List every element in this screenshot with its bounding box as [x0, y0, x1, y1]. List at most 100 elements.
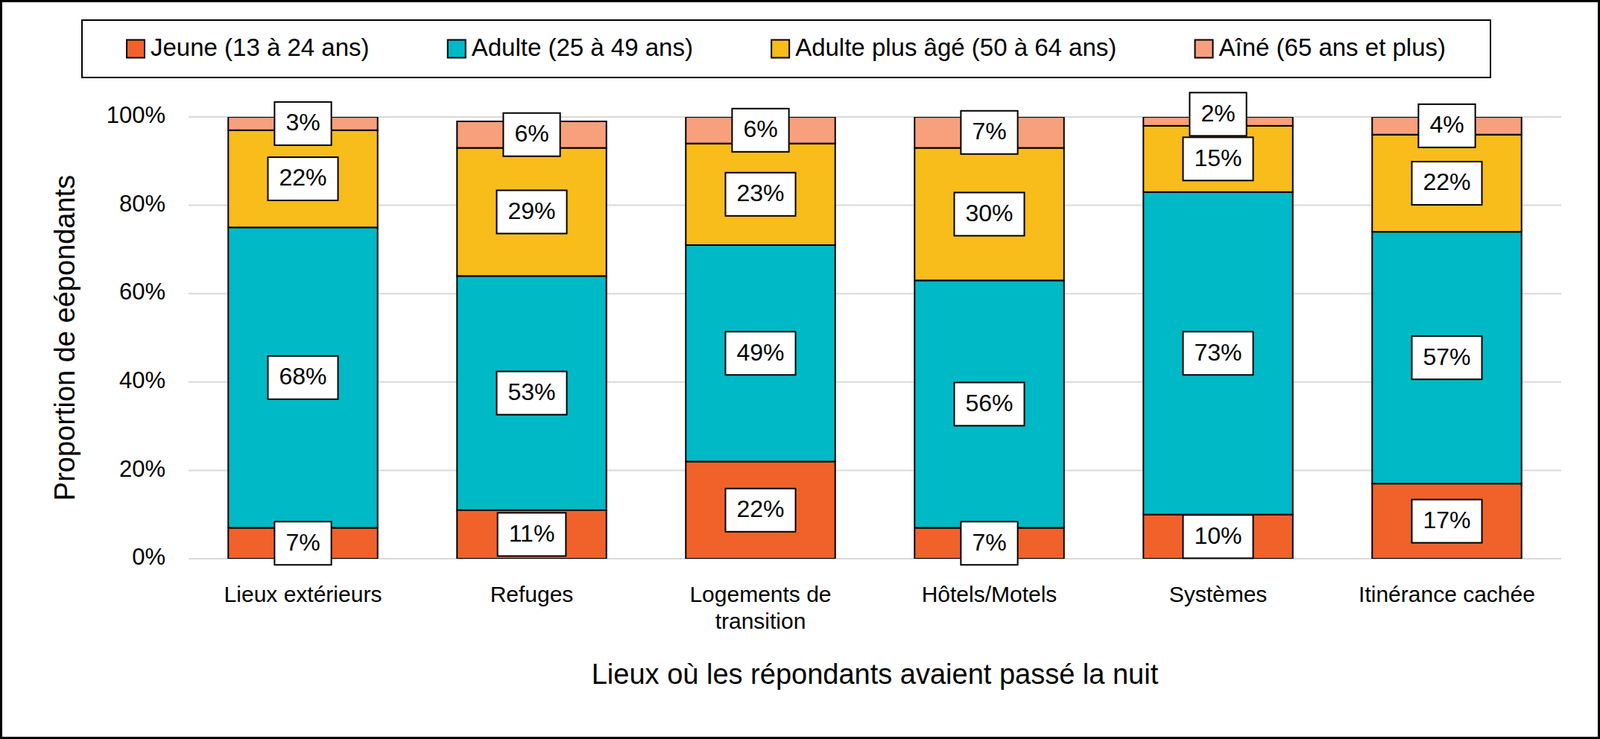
bar-segment [228, 527, 378, 559]
data-label-box [1411, 161, 1482, 205]
data-label-box [274, 102, 331, 146]
data-label: 17% [1422, 506, 1471, 534]
data-label-box [725, 488, 796, 533]
data-label: 3% [285, 108, 320, 136]
data-label: 23% [736, 179, 784, 207]
grid-line [188, 204, 1562, 207]
bar-segment [914, 148, 1064, 281]
bar-segment [1371, 231, 1522, 484]
data-label: 73% [1193, 339, 1242, 366]
data-label-box [497, 512, 567, 556]
x-tick-line: transition [715, 608, 807, 634]
grid-line [188, 381, 1562, 384]
bar-segment [914, 527, 1064, 559]
data-label-box [503, 113, 560, 157]
bar-segment [914, 117, 1064, 149]
legend-label: Adulte plus âgé (50 à 64 ans) [795, 33, 1117, 62]
x-tick-label: Itinérance cachée [1358, 582, 1536, 607]
data-label-box [1182, 331, 1253, 375]
bar-segment [228, 227, 378, 528]
x-tick-label: Systèmes [1169, 582, 1268, 607]
data-label: 10% [1193, 522, 1242, 550]
legend-label: Aîné (65 ans et plus) [1218, 33, 1446, 62]
data-label-box [960, 111, 1018, 155]
x-tick-line: Lieux extérieurs [224, 582, 383, 607]
x-tick-line: Hôtels/Motels [921, 582, 1058, 607]
data-label-box [725, 331, 796, 375]
x-tick-label: Refuges [490, 582, 574, 607]
bar-segment [685, 143, 835, 246]
legend-box [81, 20, 1491, 78]
frame [1, 1, 1600, 739]
data-label-box [960, 521, 1018, 565]
data-label-box [1418, 104, 1475, 148]
data-label-box [496, 371, 567, 416]
data-label: 53% [507, 378, 556, 406]
y-tick-label: 0% [131, 544, 166, 571]
data-label-box [496, 190, 567, 234]
grid-line [188, 469, 1562, 471]
legend-label: Jeune (13 à 24 ans) [150, 33, 370, 62]
y-tick-label: 80% [119, 190, 166, 217]
bar-segment [1143, 514, 1293, 559]
data-label-box [274, 521, 331, 565]
x-tick-line: Systèmes [1169, 582, 1268, 607]
y-tick-label: 100% [106, 102, 166, 129]
data-label: 4% [1429, 111, 1464, 138]
legend-marker [447, 40, 466, 59]
grid-line [188, 116, 1562, 118]
data-label-box [953, 192, 1024, 236]
x-tick-label: Logements detransition [689, 582, 831, 634]
x-tick-label: Hôtels/Motels [921, 582, 1058, 607]
data-label: 7% [971, 117, 1007, 145]
data-label: 2% [1200, 99, 1235, 127]
data-label: 68% [278, 362, 327, 390]
bar-segment [1371, 483, 1522, 559]
y-tick-label: 60% [119, 278, 166, 305]
data-label: 49% [736, 339, 784, 366]
data-label: 57% [1422, 343, 1471, 371]
chart: 0% 20% 40% 60% 80% 100% 7% 68% 22% 3% 11% 53% 29% 6% 2… [0, 0, 1600, 739]
data-label: 7% [971, 529, 1007, 556]
data-label-box [267, 356, 338, 400]
data-label-box [267, 157, 338, 201]
data-label-box [1411, 500, 1482, 544]
data-label-box [1182, 514, 1253, 559]
bar-segment [685, 462, 835, 559]
data-label: 11% [508, 520, 556, 547]
data-label: 22% [1422, 168, 1471, 196]
x-tick-label: Lieux extérieurs [224, 582, 383, 607]
y-tick-label: 20% [119, 456, 166, 483]
bar-segment [456, 148, 606, 277]
legend-marker [126, 40, 145, 59]
legend-marker [771, 40, 790, 59]
data-label-box [953, 382, 1024, 426]
bar-segment [914, 280, 1064, 528]
data-label-box [725, 172, 796, 217]
x-axis-title: Lieux où les répondants avaient passé la… [591, 658, 1159, 691]
bar-segment [685, 245, 835, 463]
data-label: 56% [965, 389, 1013, 417]
data-label-box [1189, 92, 1247, 136]
data-label-box [1182, 137, 1253, 181]
x-tick-line: Itinérance cachée [1358, 582, 1536, 607]
x-tick-line: Refuges [490, 582, 574, 607]
data-labels: 7% 68% 22% 3% 11% 53% 29% 6% 22% 49% 23% 6% 7% 56% 30%… [267, 92, 1482, 565]
data-label: 29% [507, 197, 556, 225]
data-label: 6% [742, 115, 778, 143]
y-tick-label: 40% [119, 367, 166, 394]
data-label-box [731, 108, 789, 153]
data-label: 22% [736, 495, 784, 523]
bar-segment [456, 275, 606, 510]
grid-line [188, 558, 1562, 560]
data-label: 7% [285, 529, 320, 556]
grid-line [188, 292, 1562, 295]
bars [228, 117, 1522, 559]
data-label: 30% [965, 199, 1013, 227]
legend-label: Adulte (25 à 49 ans) [471, 33, 694, 62]
bar-segment [456, 510, 606, 559]
bar-segment [1371, 134, 1522, 232]
data-label: 6% [514, 119, 549, 147]
y-axis-title: Proportion de eépondants [49, 175, 81, 501]
legend-marker [1194, 40, 1213, 59]
